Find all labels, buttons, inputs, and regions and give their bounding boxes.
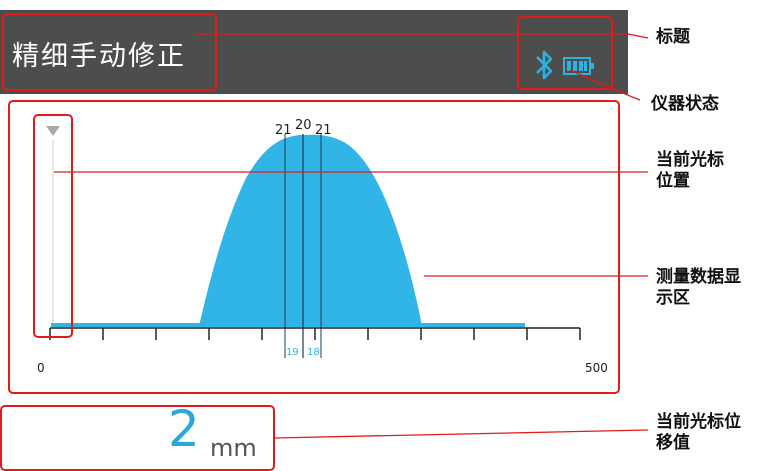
- offset-highlight-box: [0, 405, 275, 471]
- peak-label-right: 21: [315, 123, 332, 138]
- data-area-highlight-box: [8, 100, 620, 394]
- status-highlight-box: [517, 16, 613, 90]
- cursor-marker-icon[interactable]: [46, 126, 60, 136]
- bluetooth-icon: [536, 50, 553, 80]
- axis-min-label: 0: [37, 361, 45, 375]
- bottom-label-left: 19: [286, 347, 299, 358]
- battery-icon: [563, 57, 594, 75]
- title-bar: 精细手动修正: [0, 10, 628, 94]
- axis-ticks: [49, 328, 581, 340]
- cursor-highlight-box: [33, 114, 73, 338]
- callout-data-area: 测量数据显 示区: [656, 267, 741, 308]
- peak-label-left: 21: [275, 123, 292, 138]
- measurement-chart: 21 20 21 19 18 0 500: [37, 118, 608, 375]
- cursor-offset-unit: mm: [210, 434, 257, 462]
- data-profile: [199, 134, 422, 326]
- callout-title: 标题: [656, 27, 690, 47]
- axis-max-label: 500: [585, 361, 608, 375]
- peak-label-center: 20: [295, 118, 312, 133]
- screen-title: 精细手动修正: [12, 41, 186, 72]
- title-highlight-box: [2, 13, 217, 91]
- callout-cursor-offset: 当前光标位 移值: [656, 412, 741, 453]
- bottom-label-right: 18: [307, 347, 320, 358]
- measurement-data-area[interactable]: 21 20 21 19 18 0 500: [10, 104, 619, 394]
- callout-cursor-position: 当前光标 位置: [656, 150, 724, 191]
- callout-device-status: 仪器状态: [651, 94, 719, 114]
- cursor-offset-value: 2: [168, 400, 200, 458]
